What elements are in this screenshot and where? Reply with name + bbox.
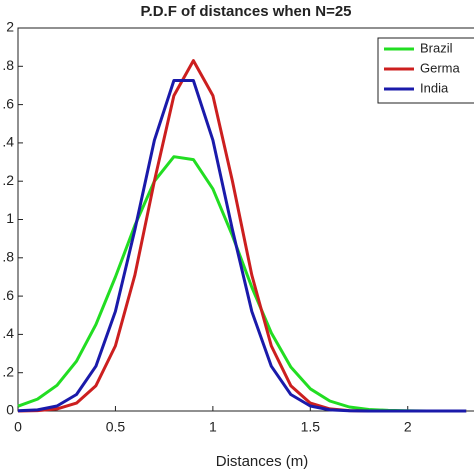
y-tick-label: .8 <box>2 249 14 265</box>
legend-label: India <box>420 80 449 95</box>
x-tick-label: 1 <box>209 419 217 435</box>
legend-label: Brazil <box>420 40 453 55</box>
legend-label: Germa <box>420 60 461 75</box>
y-tick-label: .8 <box>2 57 14 73</box>
line <box>17 155 467 413</box>
x-tick-label: 1.5 <box>301 419 321 435</box>
y-tick-label: 1 <box>6 210 14 226</box>
y-tick-label: .6 <box>2 287 14 303</box>
x-tick-label: 2 <box>404 419 412 435</box>
line <box>17 79 467 413</box>
chart-title: P.D.F of distances when N=25 <box>140 3 351 20</box>
x-axis-label: Distances (m) <box>216 453 309 470</box>
x-tick-label: 0 <box>14 419 22 435</box>
x-tick-label: 0.5 <box>106 419 126 435</box>
y-tick-label: 0 <box>6 402 14 418</box>
y-tick-label: .4 <box>2 325 14 341</box>
y-tick-label: .2 <box>2 172 14 188</box>
y-tick-label: 2 <box>6 19 14 35</box>
y-tick-label: .6 <box>2 95 14 111</box>
line <box>17 59 467 413</box>
y-tick-label: .4 <box>2 134 14 150</box>
y-tick-label: .2 <box>2 363 14 379</box>
